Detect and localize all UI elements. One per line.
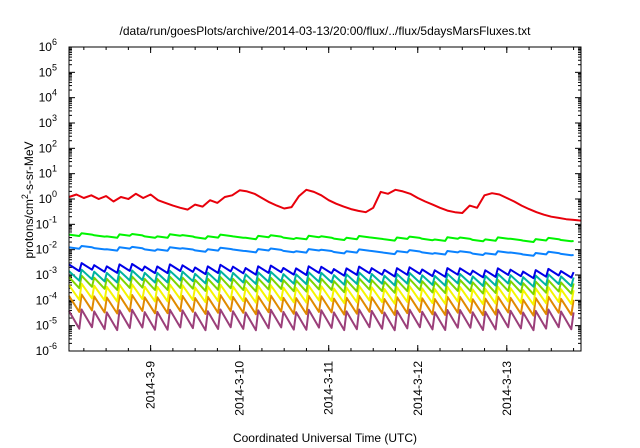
y-axis-label-suffix: -s-sr-MeV: [22, 141, 36, 194]
y-tick-label-base: 10: [36, 319, 50, 333]
y-tick-label: 10-1: [36, 214, 57, 231]
y-axis-label-superscript: 2: [20, 194, 30, 199]
series-line-3: [68, 245, 574, 257]
series-line-2: [68, 232, 574, 243]
x-tick-label: 2014-3-10: [233, 361, 247, 416]
y-tick-label-exponent: 2: [52, 138, 57, 148]
y-tick-label-exponent: -4: [49, 290, 57, 300]
y-tick-label-exponent: 0: [52, 189, 57, 199]
y-tick-label-base: 10: [36, 268, 50, 282]
series-line-8: [68, 293, 575, 317]
y-tick-label-base: 10: [39, 65, 53, 79]
x-axis: 2014-3-9 2014-3-10 2014-3-11 2014-3-12 2014-…: [83, 47, 575, 416]
chart-title: /data/run/goesPlots/archive/2014-03-13/2…: [120, 24, 532, 38]
y-tick-label-base: 10: [39, 167, 53, 181]
y-tick-label-base: 10: [36, 293, 50, 307]
y-tick-label-exponent: -6: [49, 341, 57, 351]
y-axis-label: protons/cm2-s-sr-MeV: [20, 141, 36, 258]
y-tick-label-exponent: 4: [52, 88, 57, 98]
y-tick-label-base: 10: [39, 192, 53, 206]
y-axis: 10-610-510-410-310-210-11001011021031041…: [36, 37, 581, 358]
series-line-1: [68, 188, 582, 222]
y-tick-label-exponent: 3: [52, 113, 57, 123]
x-axis-label: Coordinated Universal Time (UTC): [233, 431, 417, 445]
y-tick-label: 101: [39, 164, 57, 181]
y-axis-label-prefix: protons/cm: [22, 199, 36, 258]
series-line-6: [68, 274, 575, 296]
y-tick-label: 103: [39, 113, 57, 130]
y-tick-label: 104: [39, 88, 57, 105]
x-tick-label: 2014-3-9: [144, 361, 158, 409]
y-tick-label-exponent: 1: [52, 164, 57, 174]
series-line-4: [68, 262, 575, 280]
y-tick-label: 102: [39, 138, 57, 155]
y-tick-label-exponent: 6: [52, 37, 57, 47]
y-tick-label-exponent: -1: [49, 214, 57, 224]
series-line-7: [68, 282, 575, 306]
y-tick-label: 105: [39, 62, 57, 79]
y-tick-label: 100: [39, 189, 57, 206]
y-tick-label: 10-6: [36, 341, 57, 358]
plot-frame: [68, 46, 582, 352]
y-tick-label: 10-2: [36, 240, 57, 257]
y-tick-label-base: 10: [36, 344, 50, 358]
y-tick-label-exponent: -3: [49, 265, 57, 275]
series-line-9: [68, 308, 575, 332]
y-tick-label: 10-5: [36, 316, 57, 333]
y-tick-label: 10-3: [36, 265, 57, 282]
x-tick-label: 2014-3-12: [411, 361, 425, 416]
y-tick-label-base: 10: [39, 116, 53, 130]
series-line-5: [68, 268, 575, 288]
x-tick-label: 2014-3-13: [500, 361, 514, 416]
x-tick-label: 2014-3-11: [322, 361, 336, 415]
y-tick-label: 106: [39, 37, 57, 54]
y-tick-label: 10-4: [36, 290, 57, 307]
y-tick-label-base: 10: [39, 141, 53, 155]
y-tick-label-exponent: 5: [52, 62, 57, 72]
y-tick-label-base: 10: [36, 243, 50, 257]
series-layer: [68, 188, 582, 332]
y-tick-label-base: 10: [39, 40, 53, 54]
y-tick-label-exponent: -2: [49, 240, 57, 250]
y-tick-label-base: 10: [36, 217, 50, 231]
y-tick-label-base: 10: [39, 91, 53, 105]
y-tick-label-exponent: -5: [49, 316, 57, 326]
